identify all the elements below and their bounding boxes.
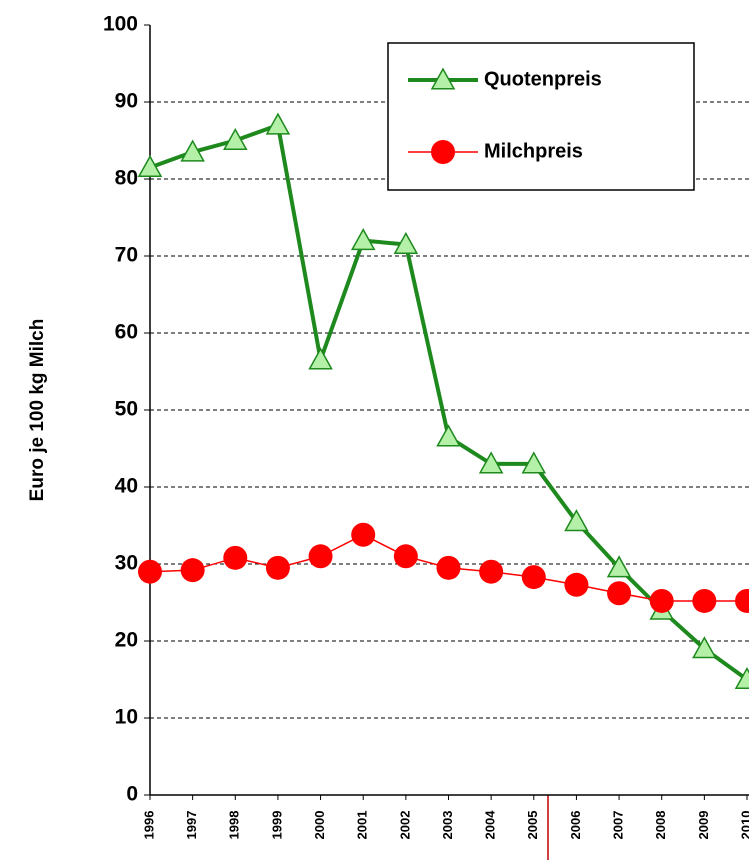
data-point: [564, 572, 589, 597]
data-point: [265, 555, 290, 580]
y-tick-label: 70: [115, 244, 138, 267]
x-tick-label: 2006: [568, 811, 583, 840]
y-tick-label: 40: [115, 475, 138, 498]
data-point: [308, 544, 333, 569]
legend-marker: [431, 140, 455, 164]
legend-label: Quotenpreis: [484, 68, 602, 90]
data-point: [734, 666, 749, 690]
y-axis-label: Euro je 100 kg Milch: [27, 319, 48, 502]
data-point: [265, 112, 291, 135]
y-tick-label: 20: [115, 629, 138, 652]
data-point: [223, 545, 248, 570]
data-point: [223, 127, 248, 151]
x-tick-label: 1996: [141, 811, 156, 840]
data-point: [692, 636, 717, 659]
y-tick-label: 50: [115, 398, 138, 421]
x-tick-label: 2005: [525, 811, 540, 840]
y-tick-label: 0: [126, 783, 138, 806]
y-tick-label: 80: [115, 167, 138, 190]
data-point: [692, 588, 717, 613]
x-tick-label: 2003: [440, 811, 455, 840]
data-point: [180, 558, 205, 583]
x-tick-label: 2000: [312, 811, 327, 840]
y-tick-label: 100: [103, 13, 138, 36]
y-tick-label: 30: [115, 552, 138, 575]
x-tick-label: 2010: [738, 811, 749, 840]
data-point: [479, 559, 504, 584]
data-point: [350, 228, 376, 251]
legend: Quotenpreis Milchpreis: [387, 42, 695, 191]
x-tick-label: 2008: [653, 811, 668, 840]
data-point: [308, 347, 333, 370]
data-point: [478, 451, 504, 474]
x-tick-label: 2007: [611, 811, 626, 840]
data-point: [735, 588, 749, 613]
y-tick-label: 10: [115, 706, 138, 729]
data-point: [180, 139, 205, 162]
data-point: [649, 588, 674, 613]
data-point: [436, 424, 461, 447]
data-point: [521, 451, 547, 474]
data-point: [351, 522, 376, 547]
data-point: [436, 555, 461, 580]
legend-box: [387, 42, 695, 191]
x-tick-label: 1999: [269, 811, 284, 840]
legend-marker: [430, 67, 456, 90]
x-tick-label: 1998: [227, 811, 242, 840]
data-point: [564, 509, 589, 532]
x-tick-label: 2009: [696, 811, 711, 840]
x-tick-label: 2002: [397, 811, 412, 840]
x-tick-label: 2001: [355, 811, 370, 840]
y-tick-label: 60: [115, 321, 138, 344]
data-point: [521, 565, 546, 590]
data-point: [393, 544, 418, 569]
x-tick-label: 1997: [184, 811, 199, 840]
data-point: [138, 559, 162, 584]
x-tick-label: 2004: [483, 810, 498, 840]
data-point: [607, 581, 632, 606]
legend-label: Milchpreis: [484, 140, 583, 162]
y-tick-label: 90: [115, 90, 138, 113]
data-point: [137, 154, 163, 177]
data-point: [606, 555, 632, 578]
data-point: [393, 231, 419, 254]
